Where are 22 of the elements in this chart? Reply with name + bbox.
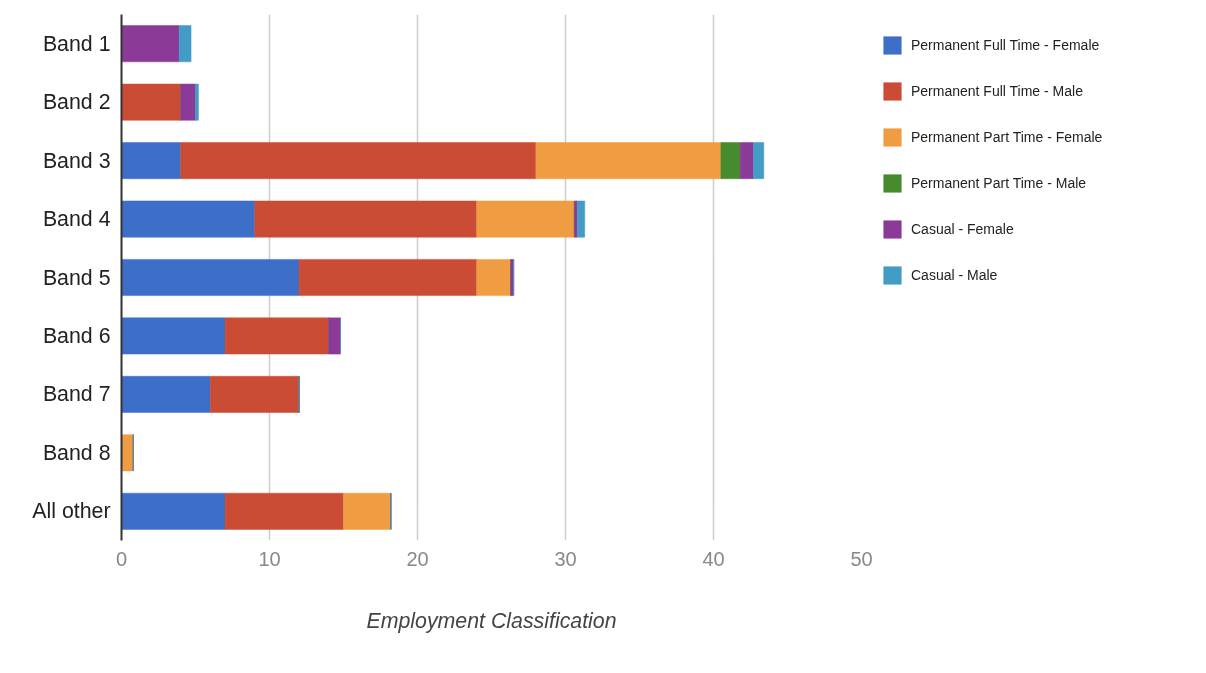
y-tick-label: Band 2 bbox=[42, 90, 111, 115]
x-axis-title: Employment Classification bbox=[366, 608, 617, 633]
x-tick-label: 40 bbox=[702, 547, 725, 570]
legend-label: Permanent Part Time - Male bbox=[911, 175, 1087, 191]
x-tick-label: 10 bbox=[258, 547, 281, 570]
legend-label: Casual - Male bbox=[911, 267, 998, 283]
y-tick-label: Band 4 bbox=[42, 207, 111, 232]
x-tick-label: 30 bbox=[554, 547, 577, 570]
x-tick-label: 20 bbox=[406, 547, 429, 570]
y-tick-label: Band 6 bbox=[42, 323, 111, 348]
legend-label: Permanent Full Time - Male bbox=[911, 83, 1083, 99]
y-tick-label: Band 5 bbox=[42, 265, 111, 290]
y-tick-label: All other bbox=[32, 499, 111, 524]
x-tick-label: 0 bbox=[115, 547, 128, 570]
legend-label: Permanent Full Time - Female bbox=[911, 37, 1100, 53]
y-tick-label: Band 7 bbox=[42, 382, 111, 407]
legend-label: Casual - Female bbox=[911, 221, 1014, 237]
y-tick-label: Band 3 bbox=[42, 148, 111, 173]
y-tick-label: Band 1 bbox=[42, 31, 111, 56]
x-tick-label: 50 bbox=[850, 547, 873, 570]
y-tick-label: Band 8 bbox=[42, 440, 111, 465]
legend-label: Permanent Part Time - Female bbox=[911, 129, 1103, 145]
